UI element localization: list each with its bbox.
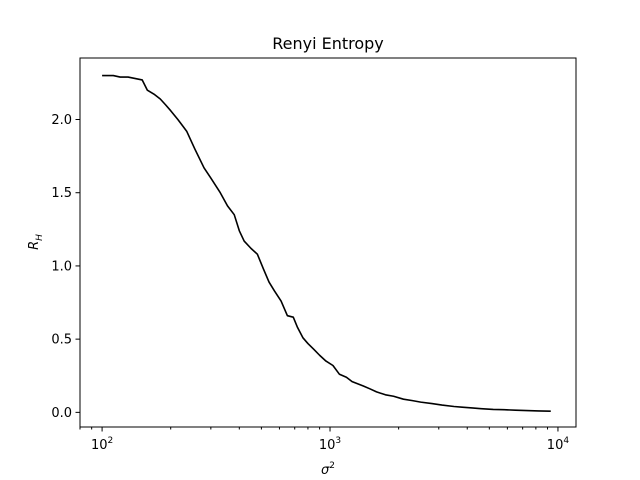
y-axis-label: RH <box>27 234 45 250</box>
x-tick-label-exponent-1: 3 <box>335 436 341 446</box>
x-axis-label-superscript: 2 <box>329 461 335 471</box>
y-tick-label-0: 0.0 <box>51 406 72 421</box>
x-tick-label-base-2: 10 <box>547 438 564 453</box>
y-tick-label-2: 1.0 <box>51 259 72 274</box>
x-axis-label-base: σ <box>321 463 330 478</box>
x-tick-label-2: 104 <box>547 436 570 453</box>
x-tick-label-base-1: 10 <box>319 438 336 453</box>
x-tick-label-exponent-0: 2 <box>107 436 113 446</box>
x-axis-label: σ2 <box>321 461 335 478</box>
y-axis-label-base: R <box>27 241 42 250</box>
x-tick-label-exponent-2: 4 <box>563 436 569 446</box>
y-axis-label-subscript: H <box>35 234 45 241</box>
x-tick-label-1: 103 <box>319 436 341 453</box>
plot-area <box>102 74 551 412</box>
chart-title: Renyi Entropy <box>272 34 384 53</box>
y-tick-label-3: 1.5 <box>51 186 72 201</box>
x-tick-label-0: 102 <box>91 436 113 453</box>
y-tick-label-4: 2.0 <box>51 113 72 128</box>
x-tick-label-base-0: 10 <box>91 438 108 453</box>
series-line-0 <box>102 74 551 412</box>
axes-frame <box>79 57 577 428</box>
y-tick-label-1: 0.5 <box>51 333 72 348</box>
